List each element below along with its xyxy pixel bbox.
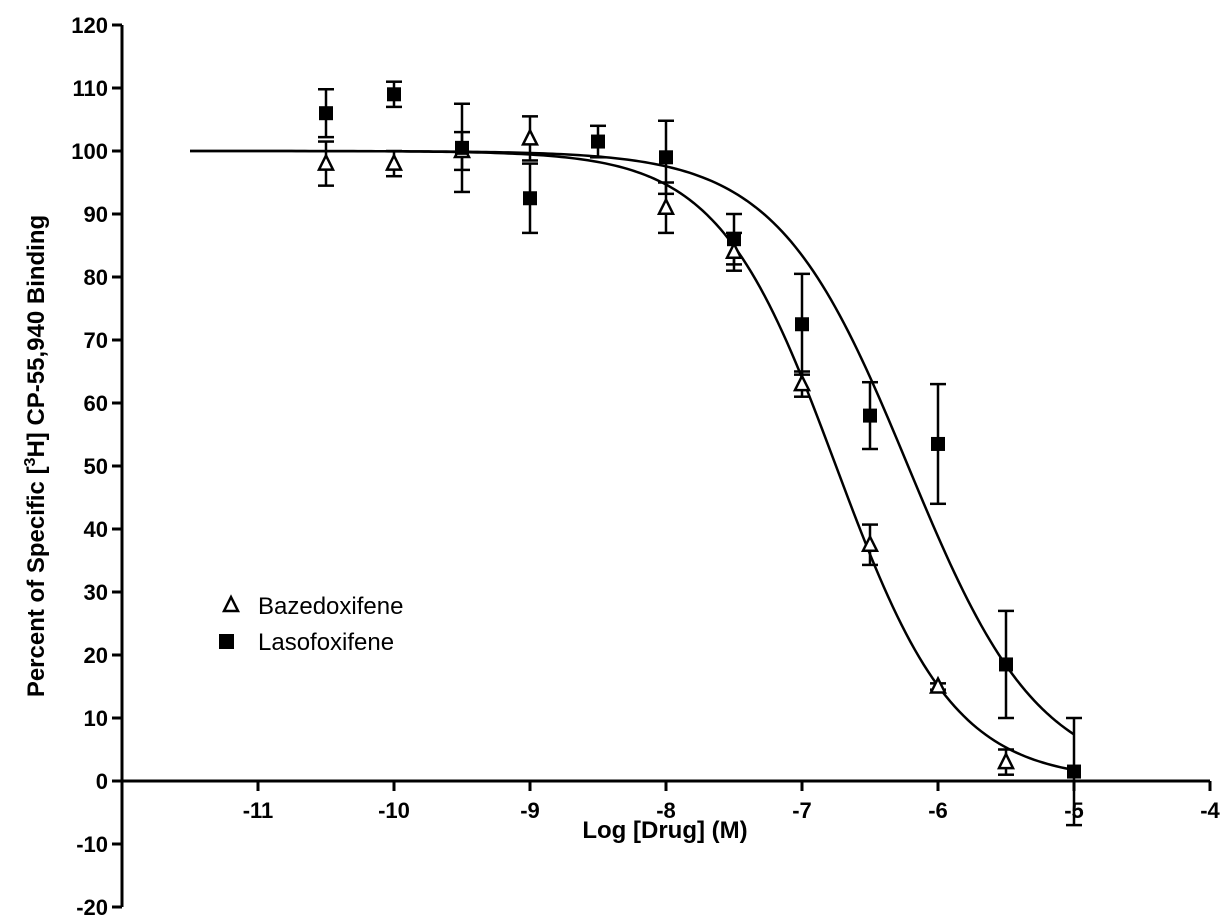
y-tick-label: 120 — [71, 13, 108, 38]
data-point-bazedoxifene — [928, 675, 948, 694]
y-tick-label: 90 — [84, 202, 108, 227]
y-axis-title-suffix: H] CP-55,940 Binding — [23, 215, 50, 458]
data-point-lasofoxifene — [727, 232, 741, 247]
x-tick-label: -11 — [243, 798, 274, 823]
x-ticks: -11-10-9-8-7-6-5-4 — [243, 781, 1221, 823]
data-point-lasofoxifene — [591, 134, 605, 149]
y-tick-label: 50 — [84, 454, 108, 479]
y-tick-label: 110 — [73, 76, 109, 101]
y-tick-label: 20 — [84, 643, 108, 668]
y-ticks: -20 -10 0 10 20 30 40 50 60 70 80 90 100 110 120 — [71, 13, 122, 917]
y-tick-label: 10 — [84, 706, 108, 731]
data-point-lasofoxifene — [659, 150, 673, 165]
data-point-lasofoxifene — [1067, 764, 1081, 779]
data-point-lasofoxifene — [523, 191, 537, 206]
x-tick-label: -7 — [792, 798, 812, 823]
data-point-lasofoxifene — [455, 140, 469, 155]
y-tick-label: 80 — [84, 265, 108, 290]
data-point-bazedoxifene — [792, 373, 812, 392]
x-tick-label: -8 — [656, 798, 676, 823]
legend-marker-lasofoxifene — [219, 634, 234, 649]
fit-curve-lasofoxifene — [190, 149, 1075, 736]
data-point-lasofoxifene — [999, 657, 1013, 672]
error-bars — [318, 80, 1082, 827]
x-tick-label: -6 — [928, 798, 948, 823]
x-tick-label: -9 — [520, 798, 540, 823]
y-axis-title-superscript: 3 — [22, 457, 39, 466]
data-point-lasofoxifene — [319, 106, 333, 121]
x-tick-label: -10 — [378, 798, 410, 823]
legend-marker-bazedoxifene — [221, 594, 241, 613]
x-tick-label: -4 — [1200, 798, 1220, 823]
data-point-lasofoxifene — [863, 408, 877, 423]
y-tick-label: 30 — [84, 580, 108, 605]
data-point-bazedoxifene — [996, 751, 1016, 770]
y-axis-title-prefix: Percent of Specific [ — [23, 466, 50, 697]
data-point-bazedoxifene — [656, 196, 676, 215]
data-point-bazedoxifene — [384, 152, 404, 171]
fit-curve-bazedoxifene — [190, 149, 1075, 772]
legend: Bazedoxifene Lasofoxifene — [219, 593, 403, 656]
y-tick-label: 60 — [84, 391, 108, 416]
fit-lines — [190, 149, 1075, 772]
y-axis-title: Percent of Specific [3H] CP-55,940 Bindi… — [22, 215, 50, 697]
data-point-bazedoxifene — [724, 241, 744, 260]
legend-label-lasofoxifene: Lasofoxifene — [258, 629, 394, 656]
y-tick-label: 40 — [84, 517, 108, 542]
data-point-lasofoxifene — [795, 317, 809, 332]
data-point-bazedoxifene — [860, 533, 880, 552]
y-tick-label: -10 — [76, 832, 108, 857]
data-point-lasofoxifene — [387, 87, 401, 102]
y-tick-label: 100 — [71, 139, 108, 164]
data-markers — [316, 87, 1081, 779]
data-point-bazedoxifene — [520, 127, 540, 146]
x-axis-title: Log [Drug] (M) — [582, 817, 747, 844]
y-tick-label: 0 — [96, 769, 108, 794]
y-tick-label: 70 — [84, 328, 108, 353]
y-tick-label: -20 — [76, 895, 108, 917]
legend-label-bazedoxifene: Bazedoxifene — [258, 593, 403, 620]
data-point-lasofoxifene — [931, 436, 945, 451]
data-point-bazedoxifene — [316, 152, 336, 171]
